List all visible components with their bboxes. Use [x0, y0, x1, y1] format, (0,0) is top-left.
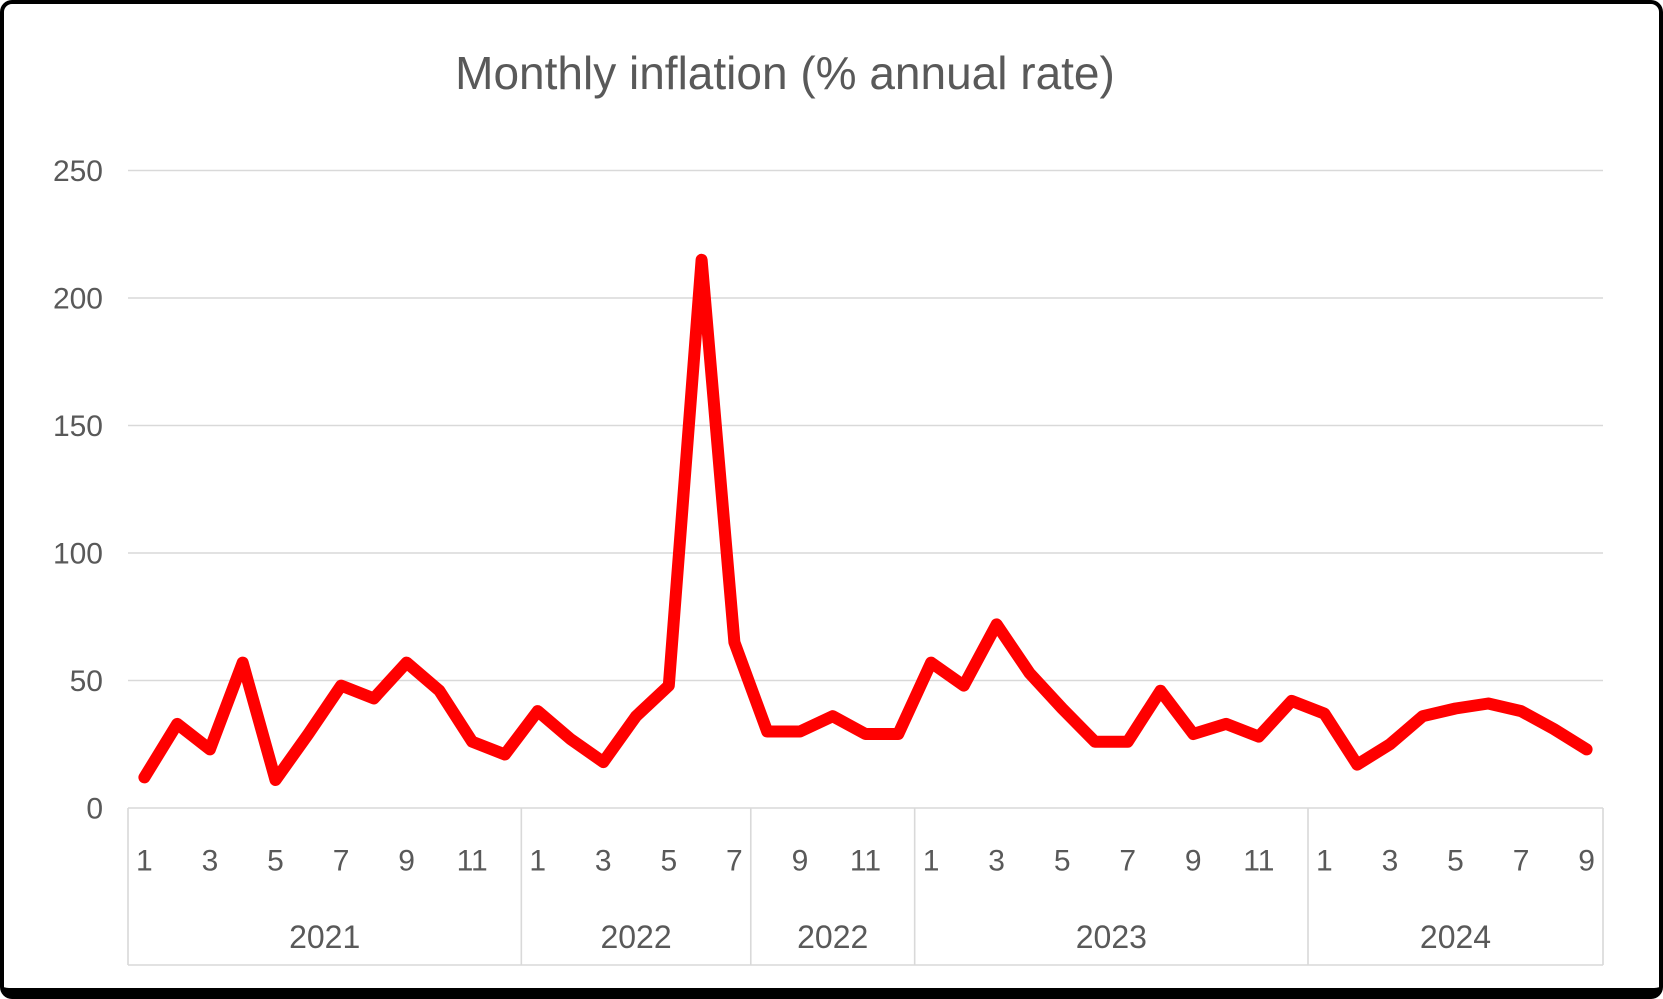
x-axis-month-label: 3 [595, 845, 612, 878]
y-axis-tick-label: 200 [53, 283, 103, 316]
x-axis-month-label: 11 [850, 845, 881, 878]
x-axis-month-label: 1 [1316, 845, 1333, 878]
y-axis-tick-label: 250 [53, 155, 103, 188]
x-axis-month-label: 5 [1447, 845, 1464, 878]
x-axis-year-label: 2023 [1076, 919, 1147, 955]
x-axis-month-label: 7 [333, 845, 350, 878]
x-axis-month-label: 1 [136, 845, 153, 878]
x-axis-month-label: 5 [267, 845, 284, 878]
x-axis-month-label: 9 [398, 845, 415, 878]
x-axis-month-label: 9 [792, 845, 809, 878]
y-axis-tick-label: 100 [53, 538, 103, 571]
x-axis-month-label: 1 [923, 845, 940, 878]
x-axis-month-label: 11 [457, 845, 488, 878]
x-axis-year-label: 2022 [600, 919, 671, 955]
x-axis-month-label: 3 [988, 845, 1005, 878]
x-axis-month-label: 5 [1054, 845, 1071, 878]
x-axis-month-label: 5 [660, 845, 677, 878]
x-axis-year-label: 2024 [1420, 919, 1491, 955]
x-axis-month-label: 7 [726, 845, 743, 878]
x-axis-month-label: 11 [1243, 845, 1274, 878]
x-axis-month-label: 7 [1119, 845, 1136, 878]
y-axis-tick-label: 50 [70, 665, 103, 698]
chart-title: Monthly inflation (% annual rate) [455, 47, 1115, 99]
x-axis-month-label: 3 [202, 845, 219, 878]
x-axis-year-label: 2022 [797, 919, 868, 955]
x-axis-year-label: 2021 [289, 919, 360, 955]
y-axis-tick-label: 0 [86, 793, 103, 826]
inflation-line-series [138, 253, 1593, 786]
x-axis-month-label: 9 [1185, 845, 1202, 878]
x-axis-month-label: 3 [1382, 845, 1399, 878]
y-axis-tick-label: 150 [53, 410, 103, 443]
x-axis-month-label: 7 [1513, 845, 1530, 878]
x-axis-month-label: 1 [529, 845, 546, 878]
x-axis-month-label: 9 [1578, 845, 1595, 878]
